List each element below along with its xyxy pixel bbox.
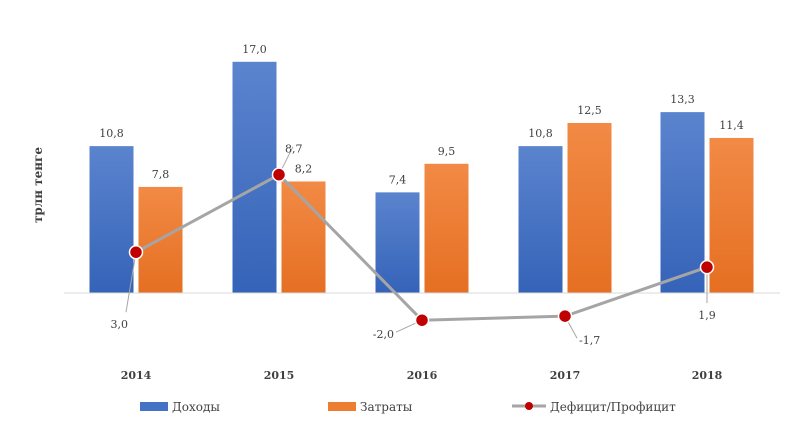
balance-line bbox=[135, 172, 708, 322]
bar-income-2016 bbox=[375, 192, 420, 293]
bar-label-expense-2017: 12,5 bbox=[577, 104, 602, 117]
bar-label-income-2016: 7,4 bbox=[389, 173, 407, 186]
balance-label-2016: -2,0 bbox=[373, 328, 394, 341]
balance-point-2017 bbox=[557, 308, 573, 324]
balance-point-2018 bbox=[699, 259, 715, 275]
legend-label-income: Доходы bbox=[172, 400, 220, 414]
balance-point-2015 bbox=[271, 167, 287, 182]
bar-label-expense-2016: 9,5 bbox=[438, 145, 456, 158]
category-labels: 2014 2015 2016 2017 2018 bbox=[121, 369, 723, 382]
balance-label-2017: -1,7 bbox=[579, 334, 600, 347]
x-tick-2017: 2017 bbox=[550, 369, 581, 382]
bar-expense-2016 bbox=[424, 163, 469, 293]
bar-label-income-2018: 13,3 bbox=[670, 93, 695, 106]
bars-layer bbox=[89, 61, 754, 294]
bar-income-2018 bbox=[660, 112, 705, 294]
balance-label-2018: 1,9 bbox=[698, 309, 716, 322]
bar-label-income-2014: 10,8 bbox=[99, 127, 124, 140]
balance-point-2016 bbox=[414, 312, 430, 328]
legend-swatch-income bbox=[140, 402, 168, 411]
balance-leader-2014 bbox=[125, 252, 137, 313]
balance-label-2014: 3,0 bbox=[111, 318, 129, 331]
legend-label-balance: Дефицит/Профицит bbox=[550, 400, 676, 414]
bar-expense-2017 bbox=[567, 123, 612, 293]
bar-label-expense-2015: 8,2 bbox=[295, 162, 313, 175]
bar-income-2015 bbox=[232, 61, 277, 293]
x-tick-2015: 2015 bbox=[264, 369, 295, 382]
bar-income-2017 bbox=[518, 146, 563, 293]
legend-label-expense: Затраты bbox=[360, 400, 413, 414]
bar-expense-2018 bbox=[709, 137, 754, 293]
balance-label-2015: 8,7 bbox=[285, 143, 303, 156]
bar-label-income-2017: 10,8 bbox=[528, 127, 553, 140]
bar-label-expense-2014: 7,8 bbox=[152, 168, 170, 181]
legend: Доходы Затраты Дефицит/Профицит bbox=[140, 400, 676, 414]
legend-swatch-expense bbox=[328, 402, 356, 411]
bar-label-expense-2018: 11,4 bbox=[719, 119, 744, 132]
balance-line-layer: 3,0 8,7 -2,0 -1,7 1,9 bbox=[111, 143, 716, 347]
bar-value-labels: 10,8 7,8 17,0 8,2 7,4 9,5 10,8 12,5 13,3 11,4 bbox=[99, 43, 744, 187]
x-tick-2018: 2018 bbox=[692, 369, 723, 382]
y-axis-label: трлн тенге bbox=[31, 147, 45, 223]
legend-swatch-balance-marker bbox=[525, 402, 533, 410]
x-tick-2014: 2014 bbox=[121, 369, 152, 382]
bar-label-income-2015: 17,0 bbox=[242, 43, 267, 56]
bar-income-2014 bbox=[89, 146, 134, 293]
x-tick-2016: 2016 bbox=[407, 369, 438, 382]
balance-point-2014 bbox=[128, 244, 144, 260]
